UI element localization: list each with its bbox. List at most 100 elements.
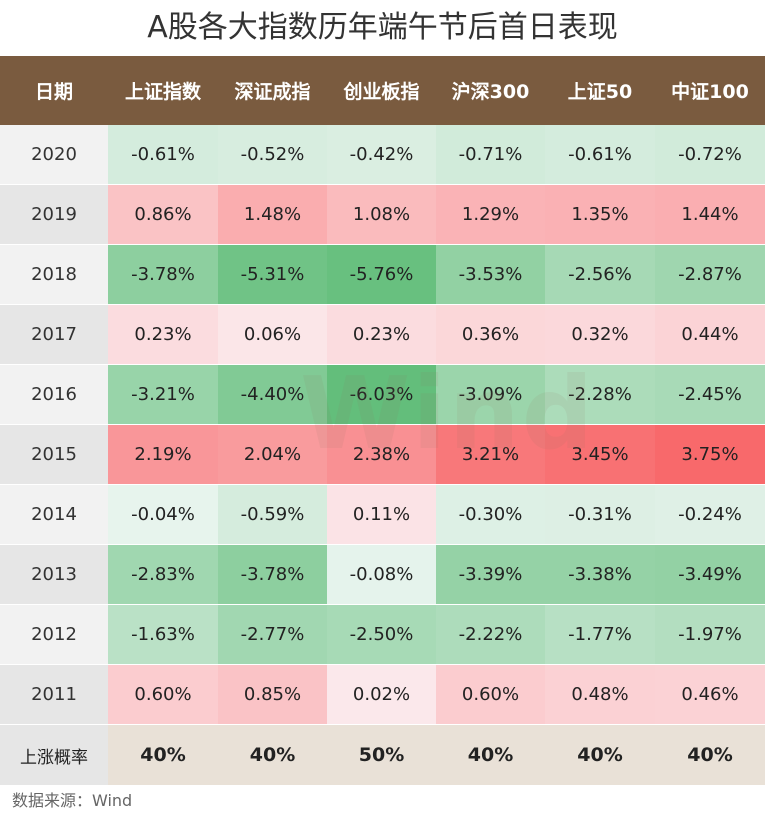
value-cell: 3.45% [545,425,655,485]
footer-value: 40% [545,725,655,785]
table-row: 2013 -2.83% -3.78% -0.08% -3.39% -3.38% -3.49% [0,545,765,605]
value-cell: -2.45% [655,365,765,425]
year-cell: 2020 [0,125,108,185]
table-row: 2012 -1.63% -2.77% -2.50% -2.22% -1.77% -1.97% [0,605,765,665]
table-footer: 上涨概率 40% 40% 50% 40% 40% 40% [0,725,765,785]
column-header: 上证指数 [124,81,201,103]
table-row: 2015 2.19% 2.04% 2.38% 3.21% 3.45% 3.75% [0,425,765,485]
column-header: 上证50 [567,81,633,103]
value-cell: -1.63% [108,605,218,665]
value-cell: -2.87% [655,245,765,305]
value-cell: -2.22% [436,605,545,665]
footer-value: 40% [655,725,765,785]
value-cell: 2.19% [108,425,218,485]
value-cell: 0.60% [108,665,218,725]
value-cell: -0.24% [655,485,765,545]
column-header: 深证成指 [234,81,311,103]
table-row: 2011 0.60% 0.85% 0.02% 0.60% 0.48% 0.46% [0,665,765,725]
year-cell: 2012 [0,605,108,665]
value-cell: -4.40% [218,365,327,425]
value-cell: -5.76% [327,245,436,305]
value-cell: 3.21% [436,425,545,485]
footer-label: 上涨概率 [0,725,108,785]
value-cell: 0.86% [108,185,218,245]
year-cell: 2017 [0,305,108,365]
table-row: 2019 0.86% 1.48% 1.08% 1.29% 1.35% 1.44% [0,185,765,245]
value-cell: 0.02% [327,665,436,725]
value-cell: -3.21% [108,365,218,425]
value-cell: 0.11% [327,485,436,545]
value-cell: 1.44% [655,185,765,245]
value-cell: 2.38% [327,425,436,485]
value-cell: 2.04% [218,425,327,485]
value-cell: -0.61% [545,125,655,185]
value-cell: 1.08% [327,185,436,245]
value-cell: -0.59% [218,485,327,545]
value-cell: 0.46% [655,665,765,725]
performance-table: 日期 上证指数 深证成指 创业板指 沪深300 上证50 中证100 2020 -0.61% -… [0,56,765,785]
column-header: 日期 [34,81,73,103]
table-row: 2014 -0.04% -0.59% 0.11% -0.30% -0.31% -0.24% [0,485,765,545]
value-cell: 0.32% [545,305,655,365]
value-cell: -2.56% [545,245,655,305]
value-cell: -2.50% [327,605,436,665]
footer-value: 40% [436,725,545,785]
value-cell: 0.23% [327,305,436,365]
source-note: 数据来源：Wind [12,791,133,810]
year-cell: 2015 [0,425,108,485]
year-cell: 2011 [0,665,108,725]
value-cell: 3.75% [655,425,765,485]
table-row: 2020 -0.61% -0.52% -0.42% -0.71% -0.61% -0.72% [0,125,765,185]
value-cell: -3.78% [108,245,218,305]
value-cell: -3.49% [655,545,765,605]
value-cell: -0.30% [436,485,545,545]
table-row: 2018 -3.78% -5.31% -5.76% -3.53% -2.56% -2.87% [0,245,765,305]
value-cell: -0.71% [436,125,545,185]
value-cell: 0.60% [436,665,545,725]
year-cell: 2016 [0,365,108,425]
table-body: 2020 -0.61% -0.52% -0.42% -0.71% -0.61% -0.72%… [0,125,765,725]
table-row: 2016 -3.21% -4.40% -6.03% -3.09% -2.28% -2.45% [0,365,765,425]
chart-title: A股各大指数历年端午节后首日表现 [147,10,618,45]
column-header: 沪深300 [451,81,530,103]
value-cell: 0.06% [218,305,327,365]
year-cell: 2019 [0,185,108,245]
value-cell: -0.72% [655,125,765,185]
value-cell: -0.52% [218,125,327,185]
value-cell: 0.44% [655,305,765,365]
value-cell: -0.31% [545,485,655,545]
column-header: 中证100 [671,81,749,103]
value-cell: -0.04% [108,485,218,545]
value-cell: -1.77% [545,605,655,665]
value-cell: -2.28% [545,365,655,425]
value-cell: 0.23% [108,305,218,365]
value-cell: -3.09% [436,365,545,425]
value-cell: 0.48% [545,665,655,725]
footer-value: 40% [108,725,218,785]
value-cell: 0.85% [218,665,327,725]
column-header: 创业板指 [343,81,420,103]
year-cell: 2013 [0,545,108,605]
value-cell: -0.08% [327,545,436,605]
value-cell: -0.42% [327,125,436,185]
value-cell: -2.77% [218,605,327,665]
value-cell: -3.53% [436,245,545,305]
footer-value: 40% [218,725,327,785]
value-cell: 1.35% [545,185,655,245]
value-cell: -5.31% [218,245,327,305]
value-cell: 1.29% [436,185,545,245]
table-row: 2017 0.23% 0.06% 0.23% 0.36% 0.32% 0.44% [0,305,765,365]
value-cell: -3.78% [218,545,327,605]
value-cell: -3.38% [545,545,655,605]
value-cell: 1.48% [218,185,327,245]
table-header: 日期 上证指数 深证成指 创业板指 沪深300 上证50 中证100 [0,56,765,125]
value-cell: 0.36% [436,305,545,365]
value-cell: -3.39% [436,545,545,605]
value-cell: -6.03% [327,365,436,425]
year-cell: 2014 [0,485,108,545]
year-cell: 2018 [0,245,108,305]
value-cell: -1.97% [655,605,765,665]
value-cell: -0.61% [108,125,218,185]
footer-value: 50% [327,725,436,785]
value-cell: -2.83% [108,545,218,605]
